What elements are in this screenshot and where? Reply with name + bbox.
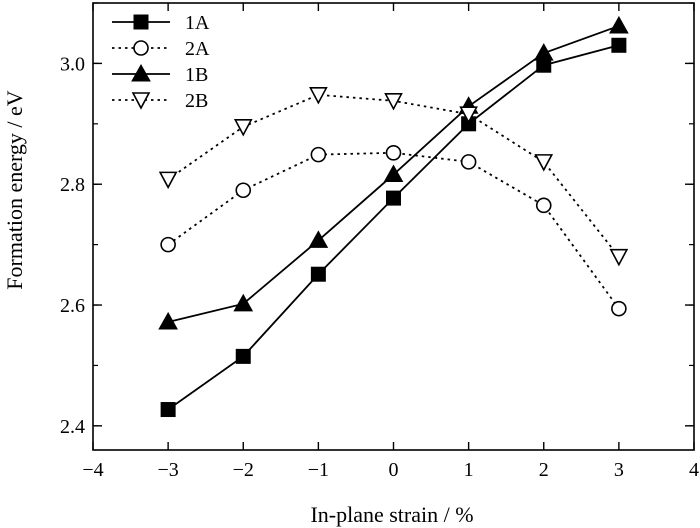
data-point-2a bbox=[611, 300, 627, 317]
data-point-2b bbox=[233, 119, 253, 137]
data-point-1b bbox=[609, 15, 629, 34]
data-point-2a bbox=[160, 236, 176, 253]
plot-frame bbox=[92, 2, 695, 451]
x-tick-label: −1 bbox=[308, 459, 329, 481]
legend-label-2b: 2B bbox=[185, 90, 208, 112]
y-tick-label: 2.6 bbox=[60, 295, 85, 317]
data-point-2a bbox=[310, 146, 327, 163]
data-point-1a bbox=[310, 266, 326, 282]
legend-marker-2a bbox=[133, 40, 149, 56]
data-point-2a bbox=[460, 154, 477, 170]
legend: 1A 2A 1B 2B bbox=[112, 12, 210, 112]
legend-marker-1b bbox=[131, 63, 151, 82]
data-point-2b bbox=[459, 106, 478, 124]
data-point-2a bbox=[385, 145, 402, 161]
tick-layer: −4 −3 −2 −1 0 1 2 3 4 2.4 2.6 2.8 3.0 bbox=[60, 2, 699, 481]
series-2a bbox=[160, 145, 627, 317]
legend-label-1b: 1B bbox=[185, 64, 208, 86]
x-tick-label: 4 bbox=[689, 459, 699, 481]
legend-label-2a: 2A bbox=[185, 38, 210, 60]
legend-marker-1a bbox=[133, 14, 149, 30]
x-tick-label: 0 bbox=[389, 459, 399, 481]
data-point-2a bbox=[535, 197, 552, 214]
data-point-1b bbox=[308, 230, 329, 248]
legend-item-1a: 1A bbox=[112, 12, 210, 34]
y-tick-label: 2.4 bbox=[60, 416, 85, 438]
x-tick-label: 3 bbox=[614, 459, 624, 481]
series-layer bbox=[158, 15, 629, 418]
legend-item-2a: 2A bbox=[112, 38, 210, 60]
y-tick-label: 2.8 bbox=[60, 174, 85, 196]
legend-item-2b: 2B bbox=[112, 90, 208, 112]
x-tick-label: −3 bbox=[157, 459, 178, 481]
data-point-1b bbox=[533, 43, 554, 61]
data-point-1a bbox=[160, 402, 176, 418]
legend-marker-2b bbox=[131, 92, 151, 110]
y-axis-title: Formation energy / eV bbox=[2, 90, 27, 289]
data-point-1b bbox=[383, 164, 404, 183]
data-point-2b bbox=[158, 171, 178, 190]
data-point-2b bbox=[534, 154, 554, 172]
data-point-1a bbox=[386, 190, 401, 206]
data-point-2b bbox=[309, 87, 328, 105]
data-point-1b bbox=[158, 311, 178, 330]
x-tick-label: −4 bbox=[82, 459, 103, 481]
data-point-1a bbox=[235, 348, 251, 364]
series-2b bbox=[158, 87, 629, 267]
y-tick-label: 3.0 bbox=[60, 53, 85, 75]
x-tick-label: 1 bbox=[464, 459, 474, 481]
plot-frame-layer bbox=[92, 2, 695, 451]
data-point-2b bbox=[609, 248, 629, 267]
legend-item-1b: 1B bbox=[112, 63, 208, 86]
x-axis-title: In-plane strain / % bbox=[310, 502, 473, 527]
legend-label-1a: 1A bbox=[185, 12, 210, 34]
data-point-2b bbox=[384, 93, 403, 111]
x-tick-label: −2 bbox=[233, 459, 254, 481]
data-point-1b bbox=[233, 293, 254, 312]
data-point-2a bbox=[235, 182, 252, 199]
series-1b bbox=[158, 15, 629, 330]
data-point-1a bbox=[611, 37, 627, 53]
x-tick-label: 2 bbox=[539, 459, 549, 481]
